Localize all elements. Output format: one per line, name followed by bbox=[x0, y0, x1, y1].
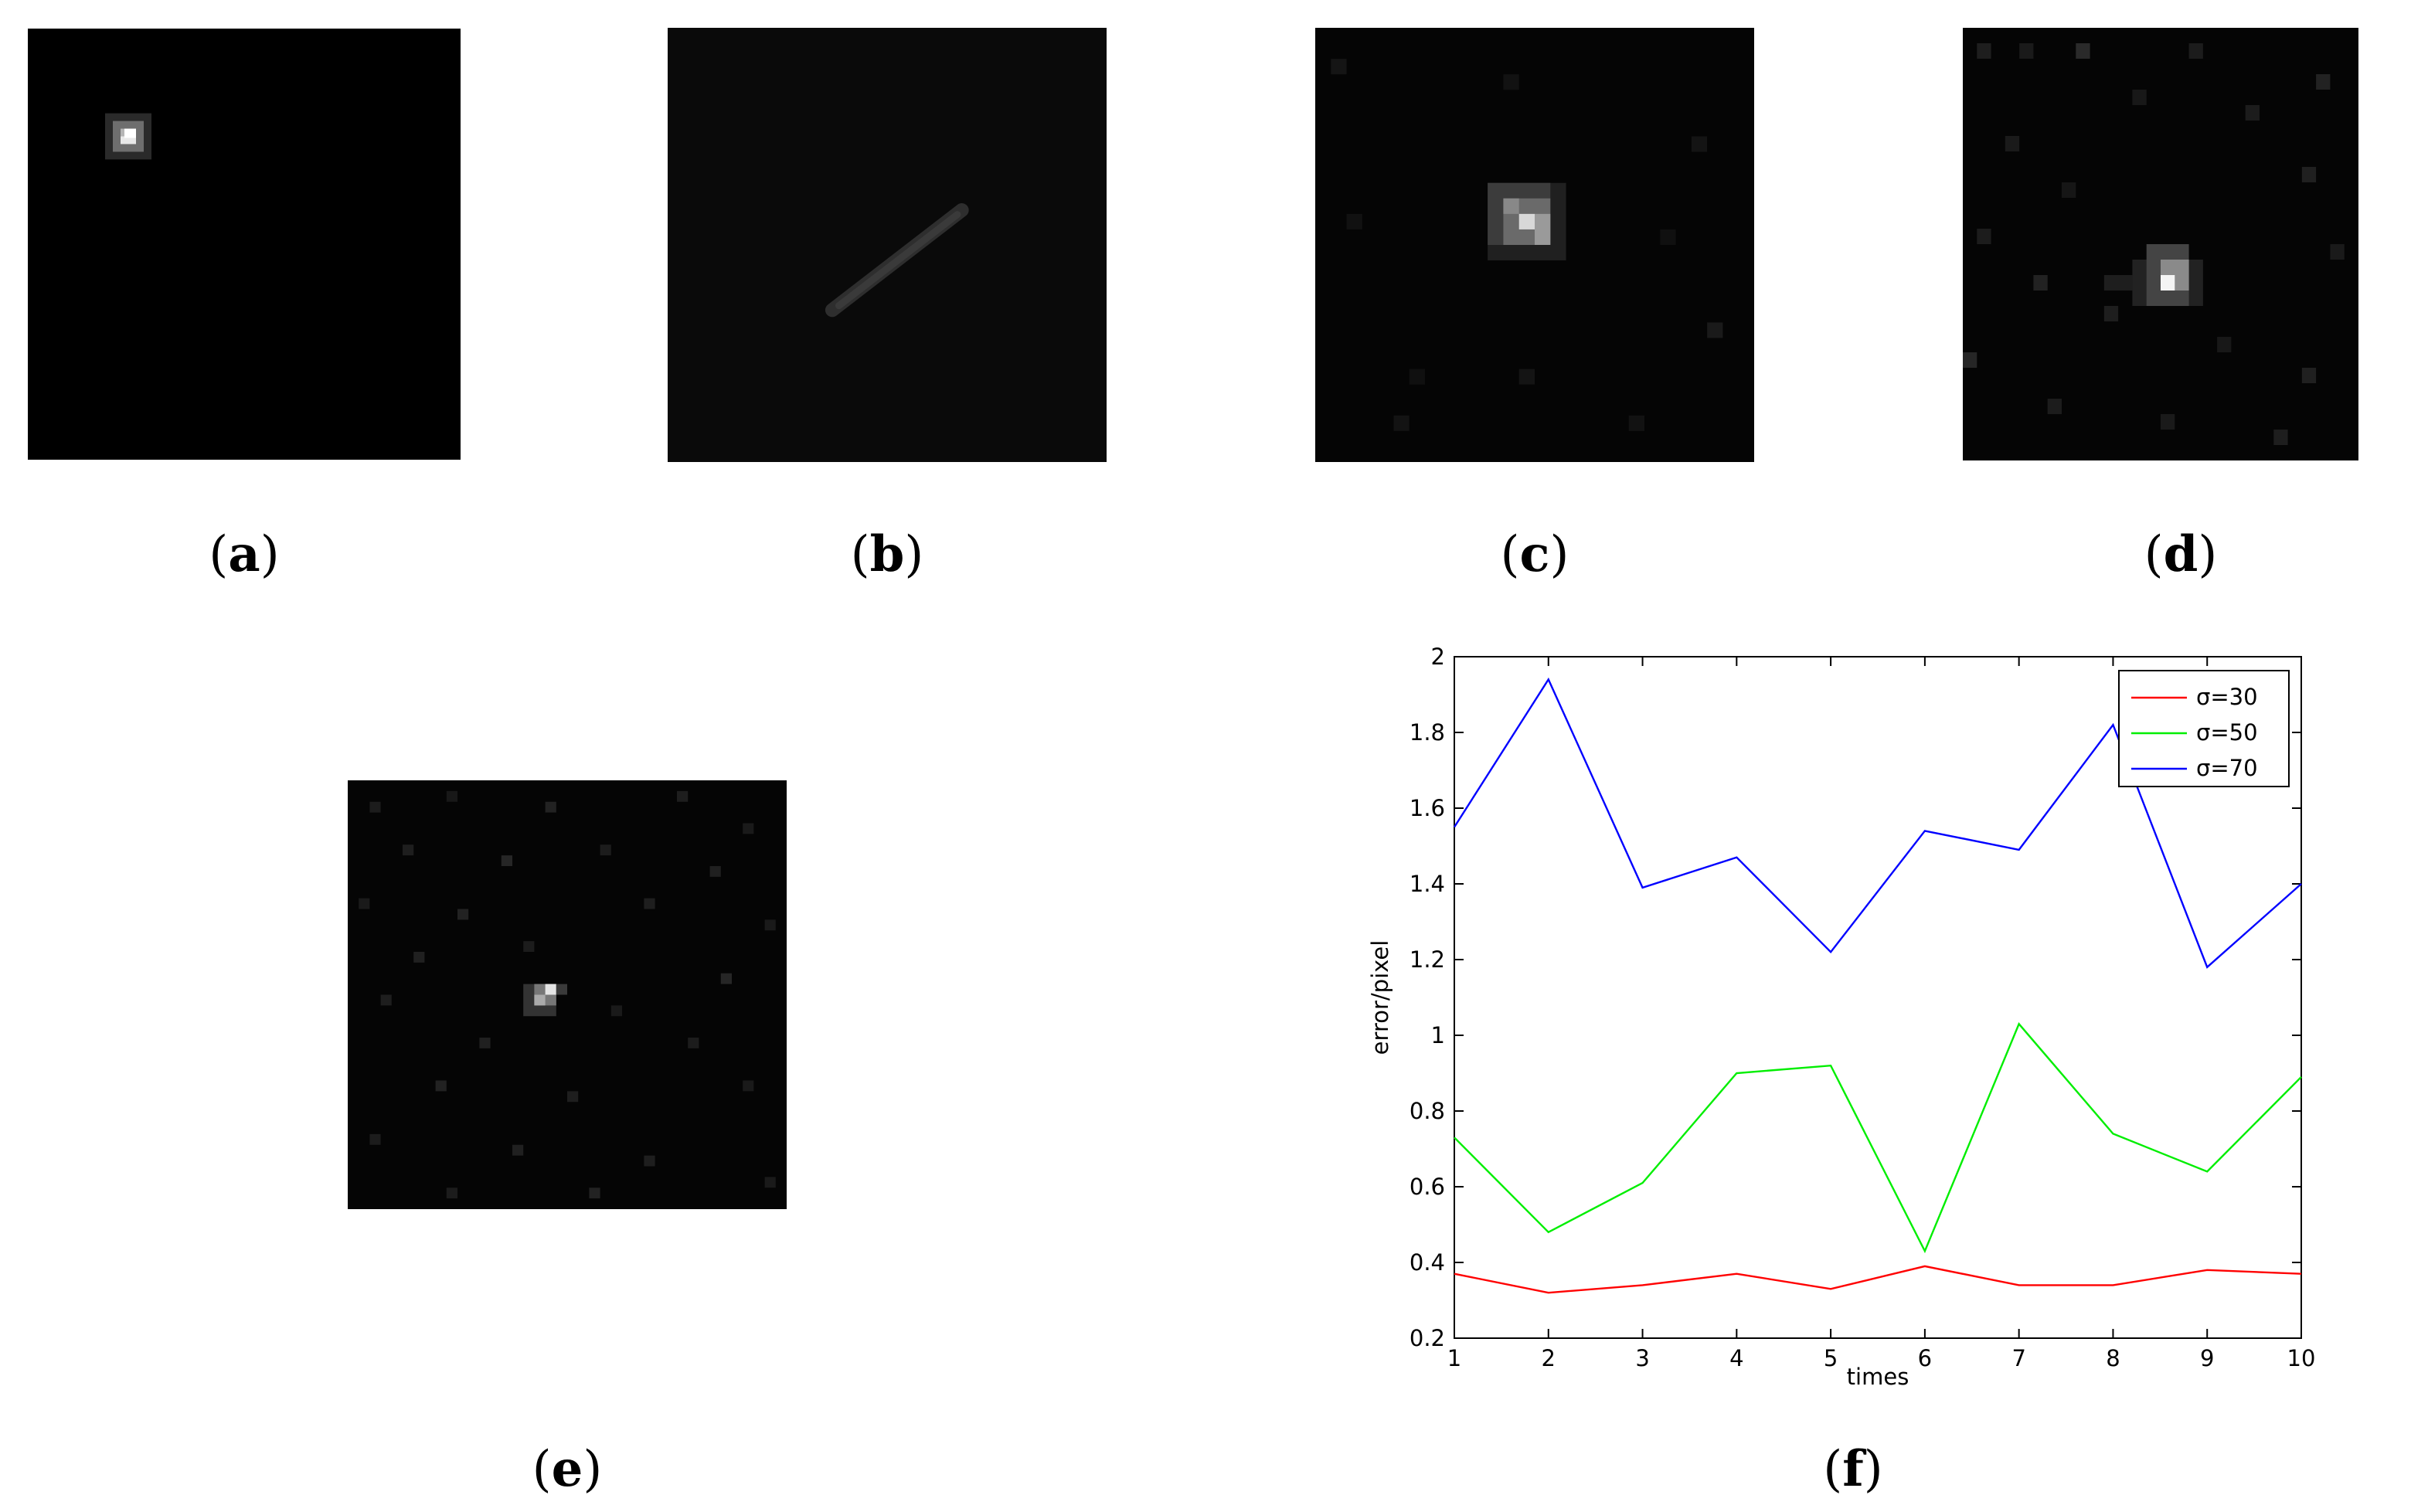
x-tick-label: 10 bbox=[2287, 1345, 2316, 1371]
y-tick-label: 0.8 bbox=[1410, 1098, 1445, 1124]
panel-d-image bbox=[1963, 28, 2358, 460]
y-tick-label: 0.4 bbox=[1410, 1249, 1445, 1276]
very-noisy-spot-image bbox=[348, 780, 787, 1209]
x-tick-label: 5 bbox=[1824, 1345, 1838, 1371]
gaussian-spot-image bbox=[28, 29, 461, 460]
x-tick-label: 1 bbox=[1447, 1345, 1461, 1371]
x-tick-label: 6 bbox=[1918, 1345, 1932, 1371]
caption-a: (a) bbox=[209, 525, 280, 583]
caption-c: (c) bbox=[1500, 525, 1569, 583]
caption-e: (e) bbox=[532, 1440, 603, 1498]
legend-label-1: σ=30 bbox=[2196, 684, 2258, 710]
noisy-small-spot-image bbox=[1963, 28, 2358, 460]
noisy-spot-image bbox=[1315, 28, 1754, 462]
panel-e-image bbox=[348, 780, 787, 1209]
x-tick-label: 8 bbox=[2106, 1345, 2120, 1371]
streak-image bbox=[668, 28, 1107, 462]
y-axis-label: error/pixel bbox=[1367, 940, 1393, 1055]
series-line-1 bbox=[1454, 1265, 2302, 1294]
legend: σ=30 σ=50 σ=70 bbox=[2118, 670, 2290, 787]
x-tick-label: 2 bbox=[1542, 1345, 1556, 1371]
y-tick-label: 1.2 bbox=[1410, 946, 1445, 973]
panel-a-image bbox=[28, 29, 461, 460]
error-line-chart: 1 2 3 4 5 6 7 8 9 10 0.2 0.4 0.6 0.8 1 1.2 1.4 1.6 1.8 2 t… bbox=[1367, 644, 2316, 1390]
panel-b-image bbox=[668, 28, 1107, 462]
series-lines bbox=[1453, 677, 2302, 1294]
y-tick-label: 1.6 bbox=[1410, 795, 1445, 821]
legend-label-3: σ=70 bbox=[2196, 755, 2258, 781]
legend-label-2: σ=50 bbox=[2196, 719, 2258, 746]
y-tick-label: 1 bbox=[1431, 1022, 1445, 1048]
caption-f: (f) bbox=[1823, 1440, 1883, 1498]
y-tick-label: 1.8 bbox=[1410, 719, 1445, 746]
y-tick-label: 1.4 bbox=[1410, 871, 1445, 897]
series-line-2 bbox=[1454, 1022, 2302, 1254]
x-tick-label: 3 bbox=[1635, 1345, 1649, 1371]
y-tick-label: 0.6 bbox=[1410, 1174, 1445, 1200]
x-axis-ticks: 1 2 3 4 5 6 7 8 9 10 bbox=[1447, 657, 2316, 1371]
caption-b: (b) bbox=[850, 525, 924, 583]
x-axis-label: times bbox=[1847, 1364, 1909, 1390]
y-tick-label: 2 bbox=[1431, 644, 1445, 670]
caption-d: (d) bbox=[2144, 525, 2218, 583]
legend-box bbox=[2118, 670, 2290, 787]
panel-c-image bbox=[1315, 28, 1754, 462]
series-line-3 bbox=[1453, 677, 2302, 969]
y-tick-label: 0.2 bbox=[1410, 1325, 1445, 1351]
y-axis-ticks: 0.2 0.4 0.6 0.8 1 1.2 1.4 1.6 1.8 2 bbox=[1410, 644, 2301, 1351]
x-tick-label: 9 bbox=[2200, 1345, 2214, 1371]
x-tick-label: 4 bbox=[1729, 1345, 1743, 1371]
x-tick-label: 7 bbox=[2011, 1345, 2025, 1371]
